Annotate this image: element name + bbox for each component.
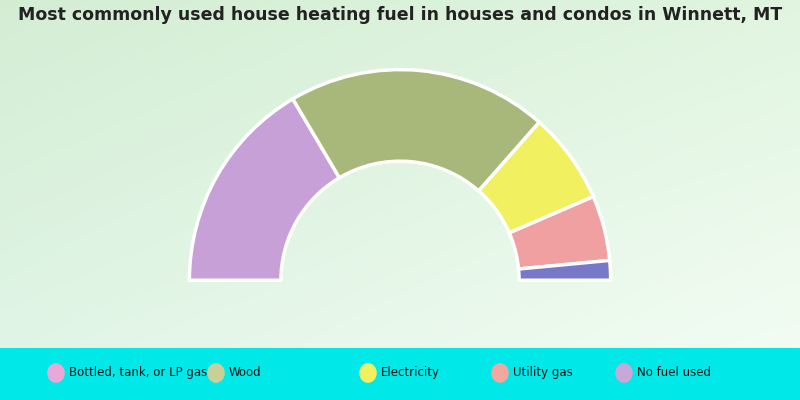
Text: Wood: Wood (229, 366, 262, 380)
Wedge shape (510, 196, 610, 269)
Ellipse shape (359, 363, 377, 383)
Text: Most commonly used house heating fuel in houses and condos in Winnett, MT: Most commonly used house heating fuel in… (18, 6, 782, 24)
Ellipse shape (491, 363, 509, 383)
Wedge shape (478, 122, 594, 233)
Text: Electricity: Electricity (381, 366, 440, 380)
Wedge shape (518, 260, 610, 280)
Ellipse shape (47, 363, 65, 383)
Wedge shape (293, 70, 539, 191)
Ellipse shape (207, 363, 225, 383)
Text: No fuel used: No fuel used (637, 366, 711, 380)
Text: Bottled, tank, or LP gas: Bottled, tank, or LP gas (69, 366, 207, 380)
Wedge shape (190, 99, 339, 280)
Text: Utility gas: Utility gas (513, 366, 573, 380)
Ellipse shape (615, 363, 633, 383)
